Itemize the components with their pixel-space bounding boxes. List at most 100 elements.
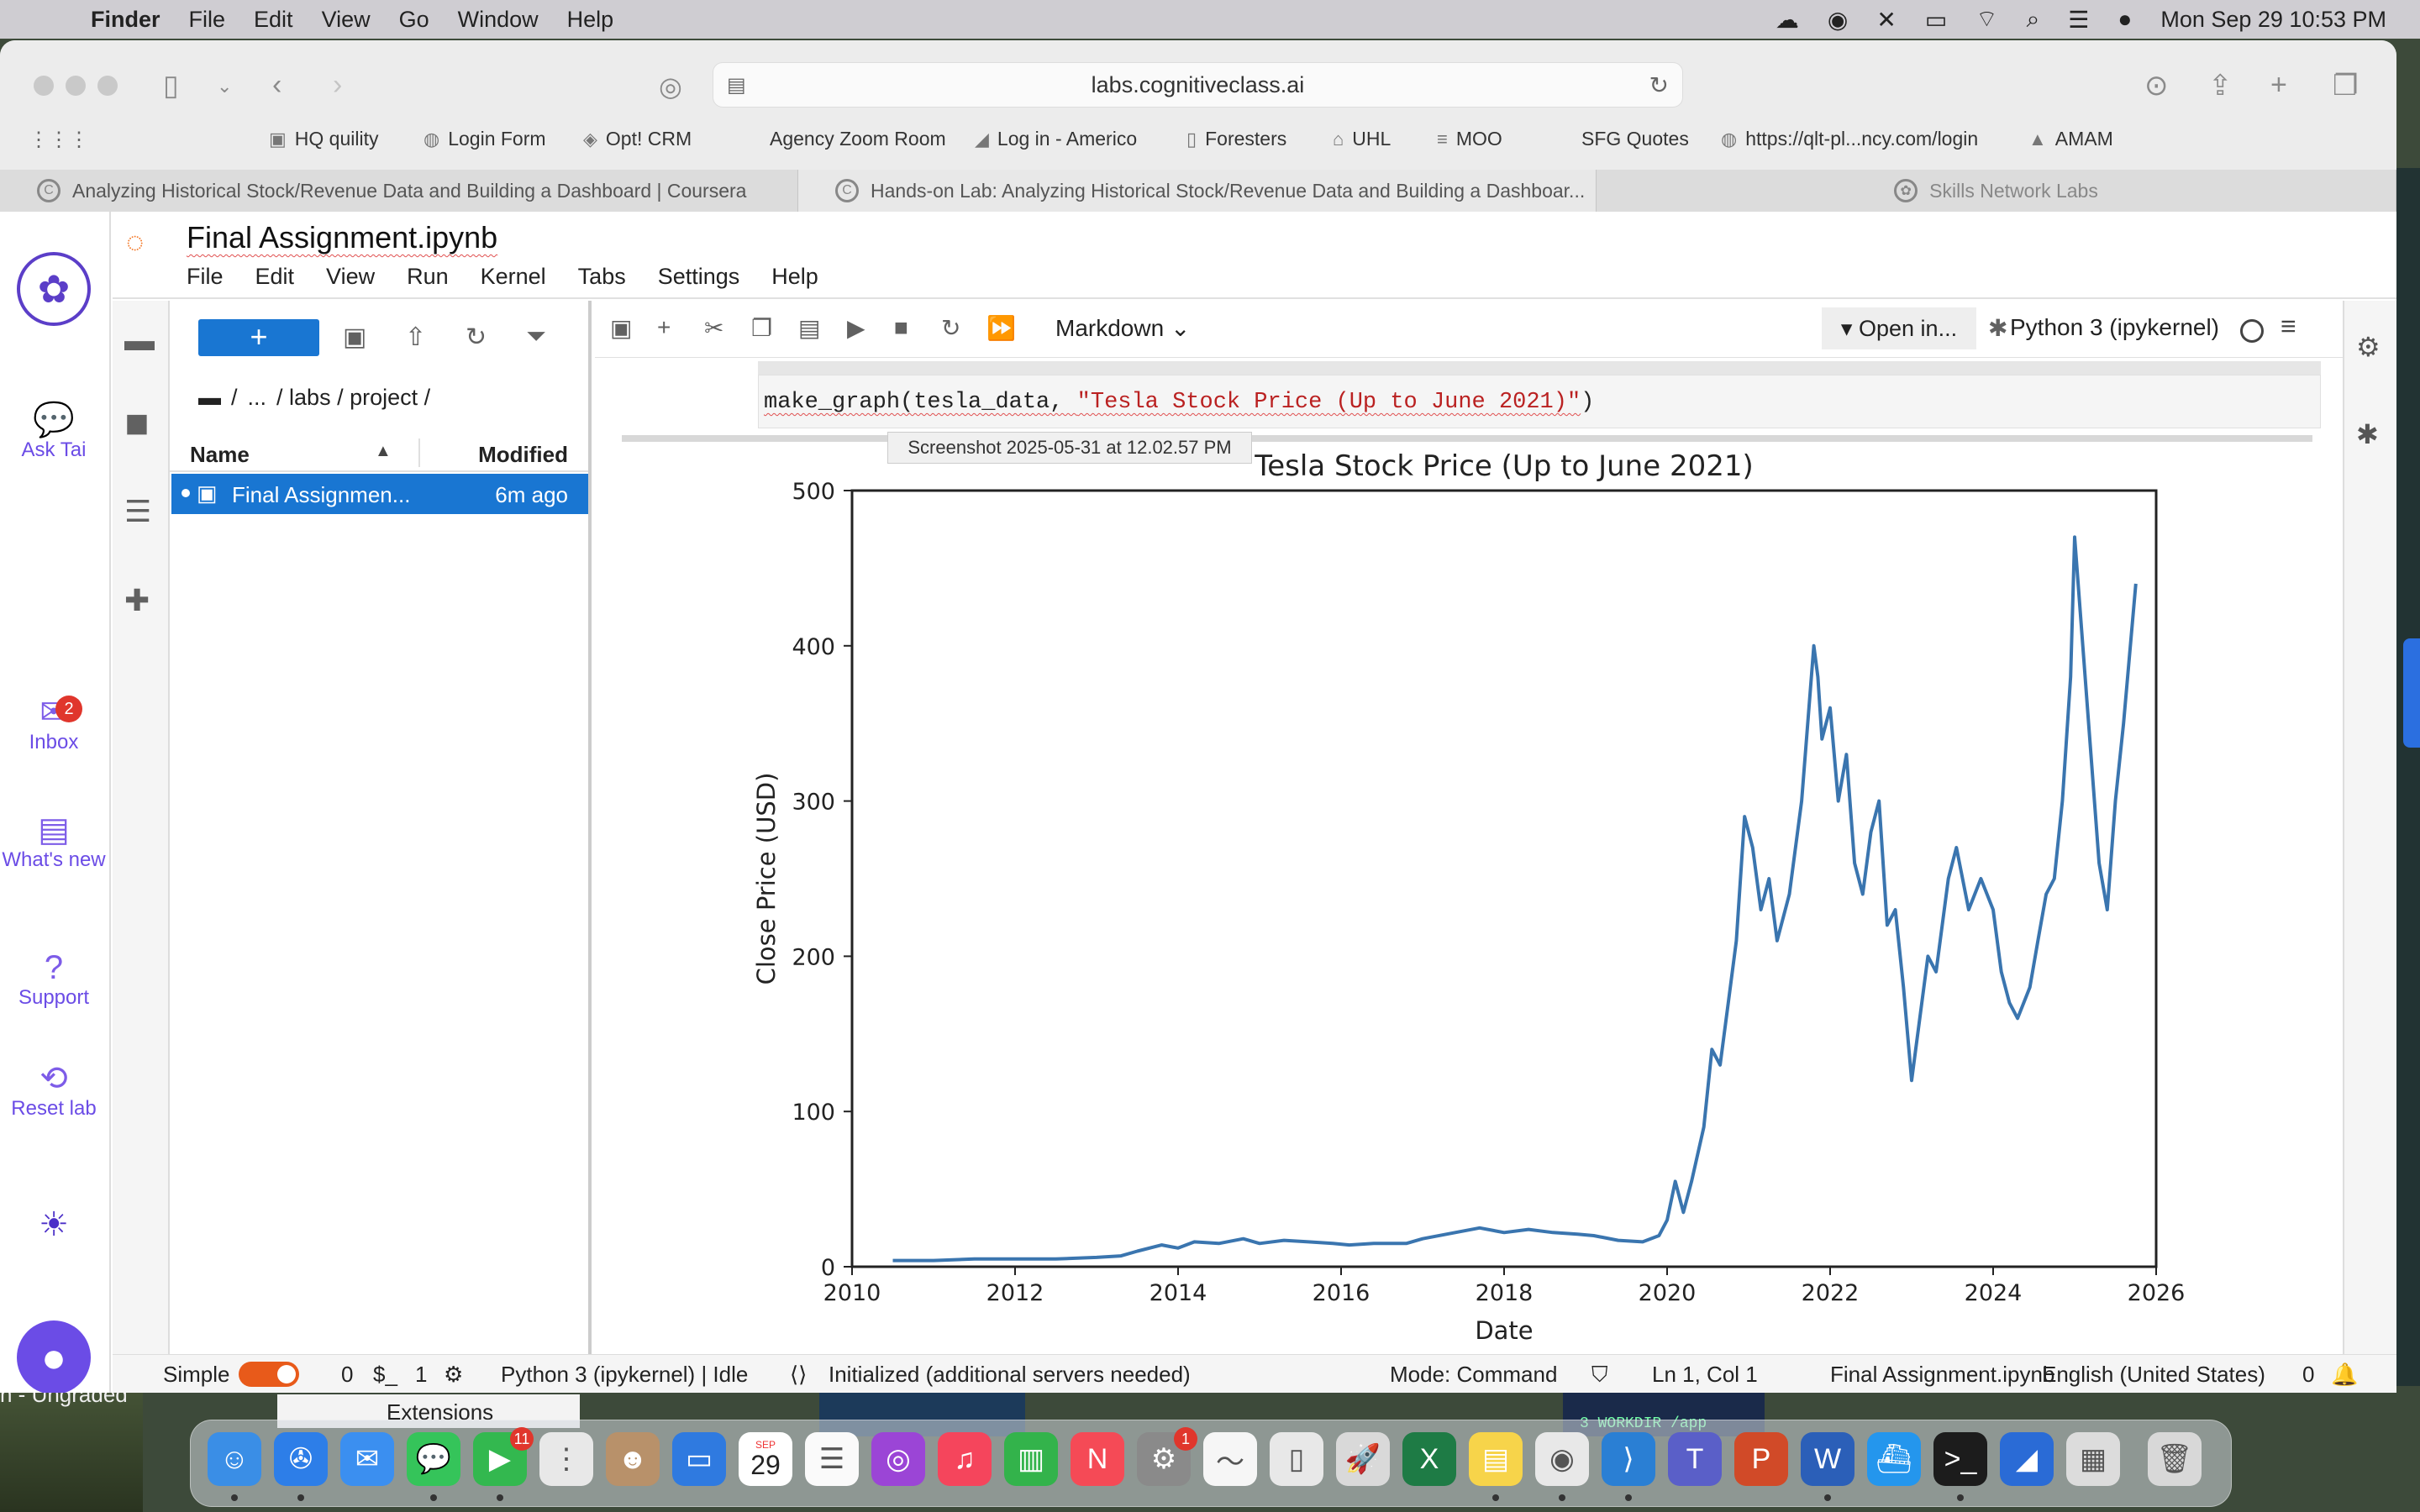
menubar-app-name[interactable]: Finder (91, 6, 160, 32)
jupyter-menu-kernel[interactable]: Kernel (480, 264, 546, 289)
jupyter-menu-file[interactable]: File (187, 264, 224, 289)
freeform-icon[interactable]: 〜 (1203, 1432, 1257, 1486)
tab-overview-icon[interactable]: ❐ (2333, 70, 2359, 102)
tab-coursera[interactable]: C Analyzing Historical Stock/Revenue Data… (0, 170, 798, 212)
bookmark-foresters[interactable]: ▯ Foresters (1186, 128, 1286, 150)
language-status[interactable]: English (United States) (2042, 1362, 2265, 1387)
debugger-icon[interactable]: ✱ (1988, 315, 2008, 341)
kernels-count[interactable]: 1 (415, 1362, 428, 1387)
kernel-name[interactable]: Python 3 (ipykernel) (2010, 314, 2220, 340)
refresh-icon[interactable]: ↻ (466, 323, 487, 351)
jupyter-menu-settings[interactable]: Settings (657, 264, 740, 289)
kernel-status[interactable]: Python 3 (ipykernel) | Idle (501, 1362, 749, 1387)
spotlight-search-icon[interactable]: ⌕ (2026, 5, 2040, 32)
notebook-menu-icon[interactable]: ≡ (2281, 311, 2296, 341)
vscode-icon[interactable]: ⟩ (1602, 1432, 1655, 1486)
property-inspector-icon[interactable]: ⚙ (2356, 332, 2381, 362)
terminal-icon[interactable]: >_ (1933, 1432, 1987, 1486)
sort-ascending-icon[interactable]: ▲ (375, 442, 392, 460)
share-icon[interactable]: ⇪ (2208, 70, 2233, 102)
powerpoint-icon[interactable]: P (1734, 1432, 1788, 1486)
iphone-mirroring-icon[interactable]: ▯ (1270, 1432, 1323, 1486)
menubar-view[interactable]: View (321, 6, 371, 32)
breadcrumb-ellipsis[interactable]: ... (247, 385, 267, 410)
restart-icon[interactable]: ↻ (941, 315, 961, 341)
folder-icon[interactable]: ▬ (198, 385, 221, 410)
file-row-selected[interactable]: ▣ Final Assignmen... 6m ago (171, 474, 588, 514)
messages-icon[interactable]: 💬 (407, 1432, 460, 1486)
folder-icon[interactable]: ▬ (124, 323, 155, 357)
docker-icon[interactable]: ⛴ (1867, 1432, 1921, 1486)
new-launcher-button[interactable]: + (198, 319, 319, 356)
breadcrumb-path[interactable]: / labs / project / (276, 385, 431, 410)
notes-icon[interactable]: ▤ (1469, 1432, 1523, 1486)
tab-skills-network-labs[interactable]: ✿ Skills Network Labs (1597, 170, 2396, 212)
insert-cell-icon[interactable]: + (657, 314, 671, 340)
system-settings-icon[interactable]: ⚙ 1 (1137, 1427, 1197, 1486)
app-status-icon[interactable]: ◉ (1827, 6, 1849, 33)
keynote-icon[interactable]: ▭ (672, 1432, 726, 1486)
jupyter-menu-tabs[interactable]: Tabs (577, 264, 626, 289)
breadcrumb-root[interactable]: / (231, 385, 238, 410)
music-icon[interactable]: ♫ (938, 1432, 992, 1486)
extensions-puzzle-icon[interactable]: ✚ (124, 583, 150, 617)
cut-icon[interactable]: ✂ (704, 315, 724, 341)
ask-tai-button[interactable]: 💬 Ask Tai (0, 403, 108, 464)
filter-icon[interactable]: ⏷ (526, 323, 546, 350)
cell-type-select[interactable]: Markdown ⌄ (1055, 314, 1190, 342)
theme-toggle-button[interactable]: ☀ (0, 1208, 108, 1242)
window-close-button[interactable] (34, 76, 54, 96)
grammarly-icon[interactable]: ◎ (659, 71, 682, 102)
address-bar[interactable]: ▤ labs.cognitiveclass.ai ↻ (713, 62, 1683, 108)
save-icon[interactable]: ▣ (610, 315, 633, 341)
podcasts-icon[interactable]: ◎ (871, 1432, 925, 1486)
paste-icon[interactable]: ▤ (798, 315, 821, 341)
bookmark-sfg-quotes[interactable]: SFG Quotes (1581, 128, 1689, 150)
shield-icon[interactable]: ⛉ (1591, 1362, 1608, 1387)
notifications-count[interactable]: 0 (2302, 1362, 2315, 1387)
back-icon[interactable]: ‹ (272, 69, 282, 101)
bookmark-hq-quility[interactable]: ▣ HQ quility (269, 128, 379, 150)
lsp-status[interactable]: Initialized (additional servers needed) (829, 1362, 1191, 1387)
facetime-icon[interactable]: ▶ 11 (473, 1427, 534, 1486)
code-cell[interactable]: make_graph(tesla_data, "Tesla Stock Pric… (758, 375, 2321, 428)
run-icon[interactable]: ▶ (847, 315, 865, 341)
inbox-button[interactable]: ✉ 2 Inbox (0, 696, 108, 756)
notebook-title[interactable]: Final Assignment.ipynb (187, 220, 498, 255)
skills-network-logo-icon[interactable]: ✿ (17, 252, 91, 326)
downloads-icon[interactable]: ⊙ (2144, 70, 2169, 102)
new-tab-icon[interactable]: + (2270, 69, 2287, 101)
menubar-edit[interactable]: Edit (254, 6, 293, 32)
numbers-icon[interactable]: ▥ (1004, 1432, 1058, 1486)
finder-icon[interactable]: ☺ (208, 1432, 261, 1486)
cloud-sync-icon[interactable]: ☁ (1775, 6, 1799, 33)
reminders-icon[interactable]: ☰ (805, 1432, 859, 1486)
wifi-icon[interactable]: ⌔ (1975, 5, 1998, 32)
reset-lab-button[interactable]: ⟲ Reset lab (0, 1062, 108, 1122)
crossed-tool-icon[interactable]: ✕ (1876, 6, 1897, 33)
copy-icon[interactable]: ❐ (751, 315, 773, 341)
bookmark-americo[interactable]: ◢ Log in - Americo (975, 128, 1137, 150)
support-button[interactable]: ? Support (0, 951, 108, 1011)
mail-icon[interactable]: ✉ (340, 1432, 394, 1486)
rocket-icon[interactable]: 🚀 (1336, 1432, 1390, 1486)
jupyter-menu-run[interactable]: Run (407, 264, 449, 289)
control-center-icon[interactable]: ☰ (2068, 6, 2090, 33)
new-folder-icon[interactable]: ▣ (343, 323, 367, 351)
siri-icon[interactable]: ● (2118, 6, 2133, 32)
menubar-clock[interactable]: Mon Sep 29 10:53 PM (2160, 6, 2386, 32)
bookmark-qlt-login[interactable]: ◍ https://qlt-pl...ncy.com/login (1721, 128, 1978, 150)
bookmark-login-form[interactable]: ◍ Login Form (424, 128, 546, 150)
bell-icon[interactable]: 🔔 (2331, 1362, 2359, 1387)
safari-icon[interactable]: ✇ (274, 1432, 328, 1486)
simple-mode-toggle[interactable] (239, 1362, 299, 1387)
forward-icon[interactable]: › (333, 69, 343, 101)
battery-icon[interactable]: ▭ (1924, 6, 1948, 33)
window-minimize-button[interactable] (66, 76, 86, 96)
excel-icon[interactable]: X (1402, 1432, 1456, 1486)
open-in-button[interactable]: ▾ Open in... (1822, 307, 1976, 349)
menubar-help[interactable]: Help (566, 6, 614, 32)
preview-icon[interactable]: ▦ (2066, 1432, 2120, 1486)
jupyter-menu-view[interactable]: View (326, 264, 376, 289)
stop-icon[interactable]: ■ (894, 314, 908, 340)
